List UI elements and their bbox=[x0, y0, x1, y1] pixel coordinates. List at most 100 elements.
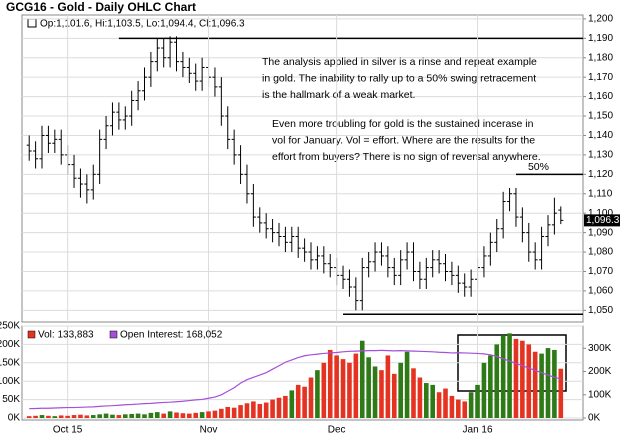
y-tick-label: 1,190 bbox=[588, 33, 613, 44]
volume-bar bbox=[161, 413, 167, 418]
legend-label: Vol: 133,883 bbox=[38, 330, 94, 341]
y-tick-label: 50K bbox=[2, 394, 20, 405]
volume-bar bbox=[295, 384, 301, 418]
volume-bar bbox=[488, 355, 493, 418]
y-tick-label: 150K bbox=[0, 357, 20, 368]
volume-bar bbox=[33, 415, 38, 418]
last-price-label: 1,096.3 bbox=[586, 215, 620, 226]
x-tick-label: Nov bbox=[200, 425, 218, 436]
volume-bar bbox=[199, 412, 205, 418]
volume-bar bbox=[507, 333, 512, 418]
volume-bar bbox=[52, 416, 58, 418]
volume-bar bbox=[500, 335, 506, 418]
volume-bar bbox=[231, 407, 237, 418]
y-tick-label: 1,060 bbox=[588, 286, 613, 297]
volume-bar bbox=[449, 395, 455, 418]
volume-bar bbox=[257, 404, 263, 418]
y2-tick-label: 200K bbox=[588, 366, 612, 377]
volume-bar bbox=[558, 368, 564, 418]
y-tick-label: 1,160 bbox=[588, 91, 613, 102]
volume-bar bbox=[417, 377, 423, 418]
y-tick-label: 1,110 bbox=[588, 188, 613, 199]
volume-bar bbox=[65, 415, 70, 418]
volume-bar bbox=[398, 362, 403, 418]
volume-bar bbox=[238, 405, 243, 418]
volume-bar bbox=[39, 415, 45, 418]
volume-bar bbox=[340, 359, 346, 418]
volume-bar bbox=[251, 401, 256, 418]
y-tick-label: 250K bbox=[0, 321, 20, 332]
volume-bar bbox=[379, 370, 384, 418]
volume-bar bbox=[385, 355, 391, 418]
y-tick-label: 1,170 bbox=[588, 72, 613, 83]
volume-bar bbox=[174, 412, 179, 418]
volume-bar bbox=[71, 415, 77, 418]
volume-bar bbox=[411, 368, 416, 418]
volume-bar bbox=[148, 412, 154, 418]
volume-bar bbox=[443, 388, 448, 418]
volume-bar bbox=[78, 414, 83, 418]
volume-bar bbox=[212, 410, 218, 418]
y-tick-label: 1,120 bbox=[588, 169, 613, 180]
volume-bar bbox=[110, 414, 115, 418]
volume-bar bbox=[302, 386, 307, 418]
last-price-box bbox=[584, 214, 620, 227]
y-tick-label: 1,180 bbox=[588, 52, 613, 63]
legend-label: Open Interest: 168,052 bbox=[120, 330, 223, 341]
annotation: is the hallmark of a weak market. bbox=[262, 89, 415, 101]
volume-bar bbox=[366, 357, 371, 418]
y-tick-label: 0K bbox=[8, 413, 21, 424]
y2-tick-label: 300K bbox=[588, 343, 612, 354]
volume-bar bbox=[270, 399, 275, 418]
volume-bar bbox=[436, 392, 442, 418]
annotation: Even more troubling for gold is the sust… bbox=[272, 118, 534, 130]
volume-bar bbox=[193, 412, 199, 418]
annotation: vol for January. Vol = effort. Where are… bbox=[272, 134, 535, 146]
volume-bar bbox=[321, 362, 327, 418]
y-tick-label: 1,140 bbox=[588, 130, 613, 141]
x-tick-label: Jan 16 bbox=[463, 425, 493, 436]
volume-bar bbox=[423, 383, 429, 418]
x-tick-label: Oct 15 bbox=[53, 425, 83, 436]
volume-bar bbox=[142, 414, 147, 418]
y-tick-label: 1,080 bbox=[588, 247, 613, 258]
volume-bar bbox=[135, 413, 141, 418]
volume-bar bbox=[154, 412, 160, 418]
volume-bar bbox=[289, 390, 295, 418]
volume-bar bbox=[430, 384, 436, 418]
volume-bar bbox=[520, 340, 525, 418]
volume-bar bbox=[552, 349, 557, 418]
volume-bar bbox=[84, 415, 90, 418]
annotation: The analysis applied in silver is a rins… bbox=[262, 56, 537, 68]
y-tick-label: 1,200 bbox=[588, 14, 613, 25]
volume-bar bbox=[315, 370, 320, 418]
legend-swatch bbox=[27, 330, 36, 339]
volume-bar bbox=[97, 414, 102, 418]
volume-bar bbox=[187, 413, 192, 418]
volume-bar bbox=[219, 408, 224, 418]
y-tick-label: 100K bbox=[0, 376, 20, 387]
volume-bar bbox=[347, 362, 352, 418]
volume-bar bbox=[276, 397, 282, 418]
y2-tick-label: 100K bbox=[588, 389, 612, 400]
y-tick-label: 200K bbox=[0, 339, 20, 350]
x-tick-label: Dec bbox=[328, 425, 346, 436]
volume-bar bbox=[475, 384, 480, 418]
volume-bar bbox=[468, 392, 474, 418]
volume-bar bbox=[526, 344, 532, 418]
legend-swatch bbox=[109, 330, 118, 339]
volume-bar bbox=[129, 413, 134, 418]
volume-bar bbox=[456, 399, 461, 418]
volume-bar bbox=[532, 351, 538, 418]
volume-bar bbox=[283, 395, 288, 418]
volume-bar bbox=[46, 415, 51, 418]
volume-bar bbox=[391, 373, 397, 418]
oi-line bbox=[29, 349, 561, 410]
volume-bar bbox=[481, 362, 487, 418]
price-panel bbox=[21, 14, 584, 323]
reference-label: 50% bbox=[528, 161, 549, 173]
volume-bar bbox=[206, 411, 211, 418]
volume-bar bbox=[116, 415, 122, 418]
volume-bar bbox=[244, 403, 250, 418]
